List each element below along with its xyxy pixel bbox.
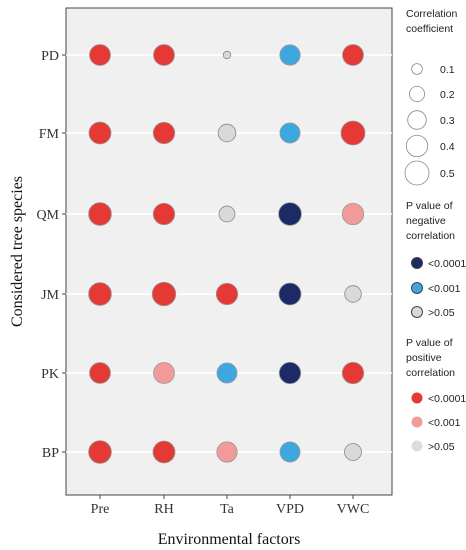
legend-size-circle-05 [404, 160, 430, 186]
legend-neg-title-line: P value of [406, 200, 453, 212]
bubble-qm-vpd [278, 202, 302, 226]
bubble-bp-vwc [344, 443, 362, 461]
bubble-pd-vwc [342, 44, 364, 66]
bubble-bp-pre [88, 440, 112, 464]
x-tick-label-vwc: VWC [337, 502, 370, 517]
legend-pos-swatch-2 [411, 440, 423, 452]
legend-neg-title-line: negative [406, 215, 446, 227]
bubble-bp-vpd [279, 441, 301, 463]
bubble-pk-ta [216, 362, 238, 384]
bubble-jm-ta [215, 282, 239, 306]
bubble-fm-rh [152, 121, 176, 145]
legend-size-label: 0.2 [440, 89, 455, 101]
bubble-pk-rh [153, 362, 175, 384]
x-tick-label-pre: Pre [91, 502, 110, 517]
legend-pos-label: <0.0001 [428, 393, 466, 405]
y-axis-title: Considered tree species [9, 176, 26, 327]
legend-size-circle-03 [407, 110, 427, 130]
legend-neg-label: <0.001 [428, 283, 461, 295]
bubble-qm-vwc [341, 202, 365, 226]
legend-pos-label: >0.05 [428, 441, 455, 453]
bubble-qm-rh [152, 202, 176, 226]
x-tick-label-ta: Ta [220, 502, 235, 517]
bubble-pd-rh [153, 44, 175, 66]
legend-neg-label: >0.05 [428, 307, 455, 319]
bubble-pd-pre [89, 44, 111, 66]
legend-neg-swatch-0 [411, 257, 423, 269]
legend-size-circle-04 [405, 134, 429, 158]
legend-size-title-line: Correlation [406, 8, 458, 20]
bubble-jm-vpd [278, 282, 302, 306]
bubble-bp-ta [216, 441, 238, 463]
legend-pos-title-line: positive [406, 352, 442, 364]
bubble-fm-vpd [279, 122, 301, 144]
bubble-pd-vpd [279, 44, 301, 66]
legend-neg-swatch-1 [411, 282, 423, 294]
bubble-pk-vwc [341, 361, 365, 385]
y-tick-label-pk: PK [41, 367, 59, 382]
y-tick-label-jm: JM [41, 288, 59, 303]
x-tick-label-rh: RH [154, 502, 173, 517]
bubble-jm-pre [88, 282, 112, 306]
bubble-pk-vpd [278, 361, 302, 385]
legend-size-label: 0.5 [440, 168, 455, 180]
legend-neg-swatch-2 [411, 306, 423, 318]
plot-panel [65, 7, 393, 496]
bubble-qm-ta [218, 205, 236, 223]
legend-size-circle-01 [411, 63, 423, 75]
bubble-jm-rh [151, 281, 177, 307]
x-axis-title: Environmental factors [158, 531, 301, 548]
x-tick-label-vpd: VPD [276, 502, 304, 517]
legend-size-label: 0.3 [440, 115, 455, 127]
bubble-fm-pre [88, 121, 112, 145]
legend-pos-swatch-0 [411, 392, 423, 404]
y-tick-label-fm: FM [39, 127, 60, 142]
bubble-fm-ta [217, 123, 237, 143]
bubble-pk-pre [89, 362, 111, 384]
legend-pos-title-line: P value of [406, 337, 453, 349]
legend-size-label: 0.1 [440, 64, 455, 76]
bubble-qm-pre [88, 202, 112, 226]
bubble-bp-rh [152, 440, 176, 464]
legend-pos-swatch-1 [411, 416, 423, 428]
legend-size-circle-02 [409, 86, 425, 102]
legend-pos-title-line: correlation [406, 367, 455, 379]
bubble-jm-vwc [344, 285, 362, 303]
bubble-fm-vwc [340, 120, 366, 146]
bubble-pd-ta [222, 50, 232, 60]
legend-size-title-line: coefficient [406, 23, 453, 35]
legend-neg-title-line: correlation [406, 230, 455, 242]
y-tick-label-pd: PD [41, 49, 59, 64]
legend-pos-label: <0.001 [428, 417, 461, 429]
legend-neg-label: <0.0001 [428, 258, 466, 270]
y-tick-label-qm: QM [36, 208, 59, 223]
legend-size-label: 0.4 [440, 141, 455, 153]
y-tick-label-bp: BP [42, 446, 59, 461]
